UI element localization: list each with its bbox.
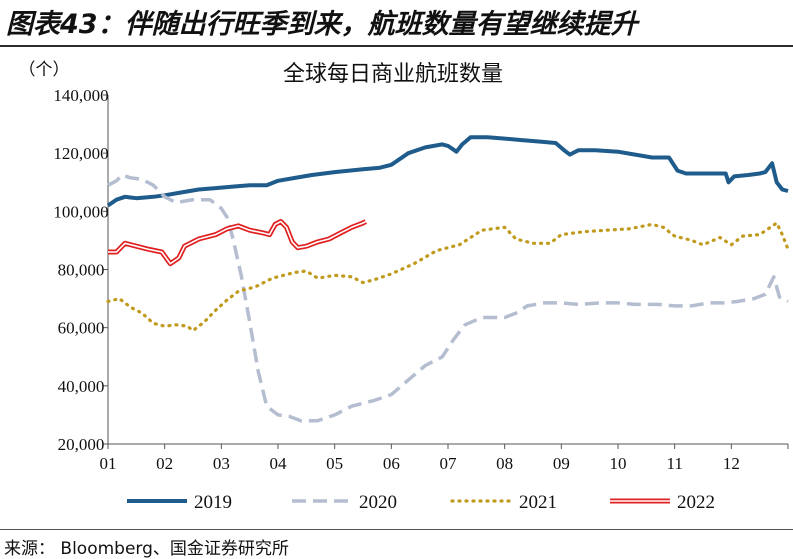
y-tick-label: 40,000 [58, 377, 105, 396]
x-tick-label: 12 [723, 454, 740, 473]
y-tick-label: 120,000 [53, 144, 108, 163]
x-tick-label: 09 [553, 454, 570, 473]
legend-label-2021: 2021 [519, 492, 557, 513]
x-tick-label: 03 [213, 454, 230, 473]
x-tick-label: 05 [326, 454, 343, 473]
axes: 20,000 40,000 60,000 80,000 100,000 120,000 14… [53, 86, 789, 473]
x-tick-label: 10 [610, 454, 627, 473]
series-line-2019 [106, 135, 789, 208]
legend-label-2020: 2020 [359, 492, 397, 513]
legend-label-2022: 2022 [677, 492, 715, 513]
x-tick-label: 08 [496, 454, 513, 473]
series-line-2022-inner [108, 220, 367, 265]
x-tick-label: 01 [100, 454, 117, 473]
legend: 2019 2020 2021 2022 [127, 492, 715, 513]
source-rule [0, 529, 793, 530]
y-tick-label: 20,000 [58, 435, 105, 454]
x-tick-label: 04 [270, 454, 288, 473]
title-rule [0, 45, 793, 47]
figure-title: 图表43：伴随出行旺季到来，航班数量有望继续提升 [6, 9, 638, 40]
y-tick-label: 80,000 [58, 261, 105, 280]
x-tick-label: 07 [440, 454, 458, 473]
x-tick-label: 02 [156, 454, 173, 473]
chart-title: 全球每日商业航班数量 [283, 62, 503, 87]
y-tick-label: 100,000 [53, 202, 108, 221]
legend-label-2019: 2019 [194, 492, 232, 513]
series-layer [106, 135, 790, 423]
source-note: 来源： Bloomberg、国金证券研究所 [4, 539, 289, 559]
x-tick-label: 06 [383, 454, 400, 473]
series-line-2020 [107, 173, 789, 423]
series-line-2021 [106, 221, 790, 333]
x-tick-label: 11 [666, 454, 682, 473]
y-tick-label: 140,000 [53, 86, 108, 105]
y-axis-unit: （个） [19, 60, 70, 80]
y-tick-label: 60,000 [58, 319, 105, 338]
